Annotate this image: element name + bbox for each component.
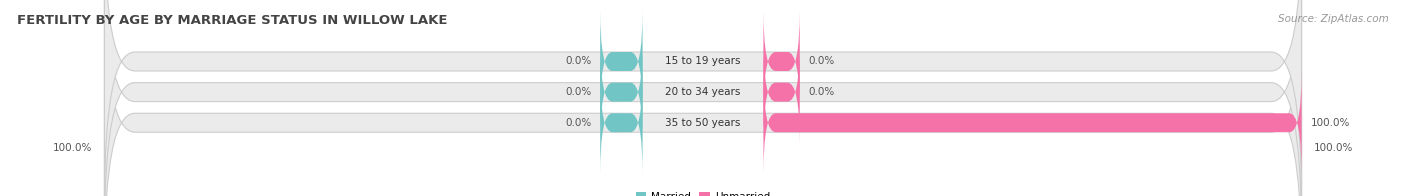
Text: 20 to 34 years: 20 to 34 years <box>665 87 741 97</box>
FancyBboxPatch shape <box>763 71 1302 174</box>
Text: 100.0%: 100.0% <box>1310 118 1350 128</box>
Text: 0.0%: 0.0% <box>565 118 591 128</box>
Text: 0.0%: 0.0% <box>565 56 591 66</box>
Text: 0.0%: 0.0% <box>565 87 591 97</box>
FancyBboxPatch shape <box>763 40 800 144</box>
FancyBboxPatch shape <box>600 40 643 144</box>
Text: 100.0%: 100.0% <box>53 143 93 153</box>
Text: 0.0%: 0.0% <box>808 87 835 97</box>
Text: 0.0%: 0.0% <box>808 56 835 66</box>
Text: Source: ZipAtlas.com: Source: ZipAtlas.com <box>1278 14 1389 24</box>
FancyBboxPatch shape <box>600 10 643 113</box>
Text: 15 to 19 years: 15 to 19 years <box>665 56 741 66</box>
FancyBboxPatch shape <box>104 0 1302 196</box>
Text: 35 to 50 years: 35 to 50 years <box>665 118 741 128</box>
FancyBboxPatch shape <box>104 0 1302 196</box>
FancyBboxPatch shape <box>104 0 1302 196</box>
FancyBboxPatch shape <box>600 71 643 174</box>
Text: FERTILITY BY AGE BY MARRIAGE STATUS IN WILLOW LAKE: FERTILITY BY AGE BY MARRIAGE STATUS IN W… <box>17 14 447 27</box>
Legend: Married, Unmarried: Married, Unmarried <box>631 188 775 196</box>
FancyBboxPatch shape <box>763 10 800 113</box>
Text: 100.0%: 100.0% <box>1313 143 1353 153</box>
